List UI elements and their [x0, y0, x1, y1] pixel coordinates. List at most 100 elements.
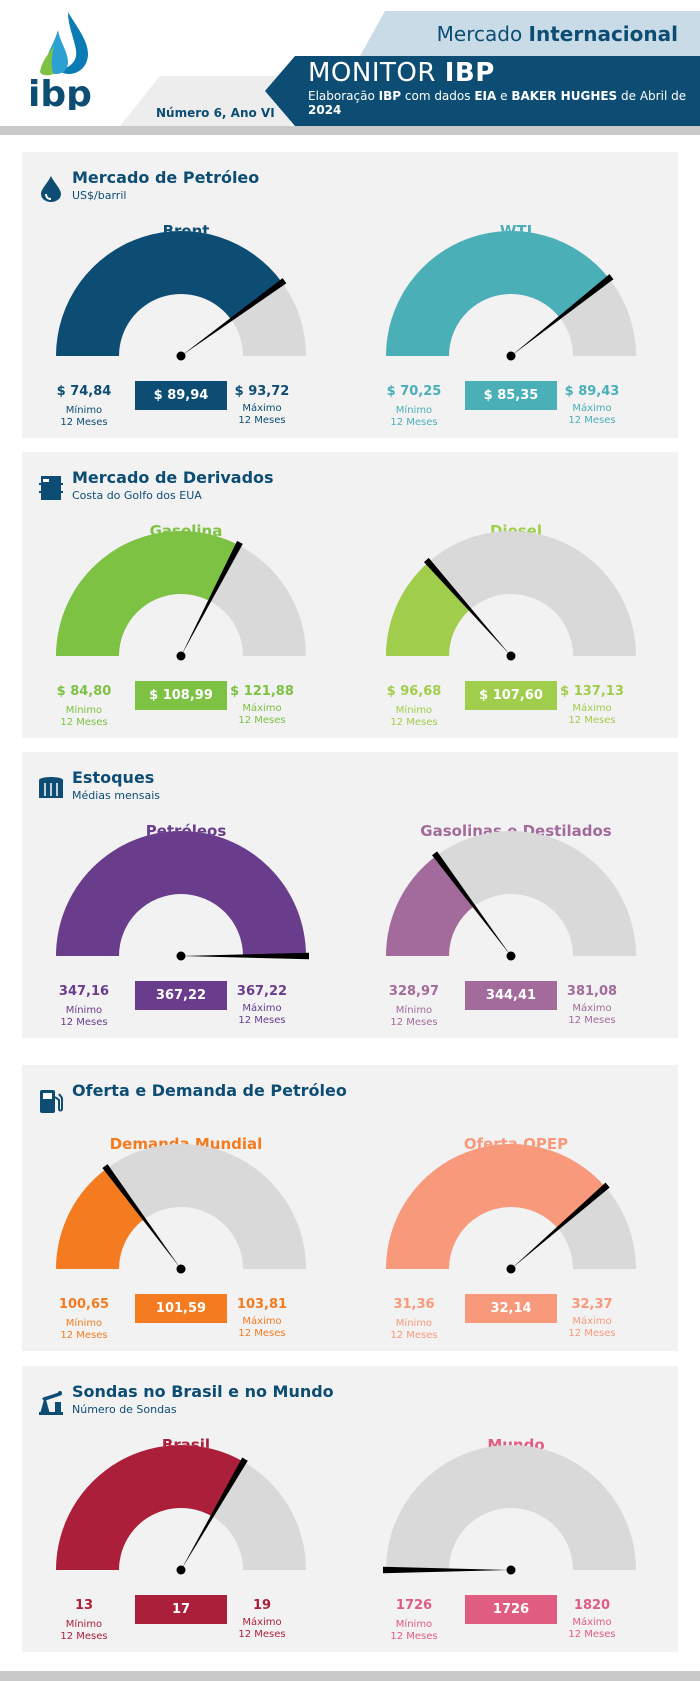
- gauge-current-value: 367,22: [135, 981, 227, 1010]
- gauge-needle: [181, 278, 287, 356]
- gauge-min-caption: Mínimo 12 Meses: [29, 405, 139, 429]
- min-period-text: 12 Meses: [390, 1330, 438, 1341]
- gauge-hub: [176, 1264, 186, 1274]
- gauge-max-caption: Máximo 12 Meses: [207, 1003, 317, 1027]
- gauge-diesel: DieselUS$/Barril$ 107,60$ 96,68$ 137,13M…: [352, 518, 680, 738]
- gauge-track: [386, 1445, 636, 1570]
- gauge-needle: [511, 1182, 610, 1269]
- gauge-max-caption: Máximo 12 Meses: [207, 703, 317, 727]
- gauge-min-caption: Mínimo 12 Meses: [29, 1619, 139, 1643]
- gauge-hub: [506, 951, 516, 961]
- min-period-text: 12 Meses: [60, 1631, 108, 1642]
- header-subtitle: Elaboração IBP com dados EIA e BAKER HUG…: [308, 89, 688, 117]
- gauge-min-caption: Mínimo 12 Meses: [359, 1619, 469, 1643]
- max-caption-text: Máximo: [242, 403, 282, 414]
- section-subtitle: Costa do Golfo dos EUA: [72, 489, 202, 502]
- gauge-min-caption: Mínimo 12 Meses: [359, 1005, 469, 1029]
- gauge-max-caption: Máximo 12 Meses: [537, 703, 647, 727]
- gauge-needle: [423, 557, 511, 656]
- sub-6: BAKER HUGHES: [511, 89, 618, 103]
- gauge-max-value: 103,81: [236, 1297, 288, 1312]
- gauge-wti: WTI $ 85,35 $ 70,25 $ 89,43 Mínimo 12 Meses Má…: [352, 218, 680, 438]
- section-0: Mercado de Petróleo US$/barril Brent $ 89,9…: [22, 152, 678, 438]
- footer-rule: [0, 1671, 700, 1681]
- gauge-current-value: 32,14: [465, 1294, 557, 1323]
- max-caption-text: Máximo: [242, 1003, 282, 1014]
- max-caption-text: Máximo: [572, 1003, 612, 1014]
- gauge-min-value: $ 70,25: [386, 384, 442, 399]
- max-period-text: 12 Meses: [568, 715, 616, 726]
- gauge-petróleos: PetróleosMilhões de barris367,22347,1636…: [22, 818, 350, 1038]
- section-subtitle: US$/barril: [72, 189, 127, 202]
- tank-icon: [38, 774, 64, 802]
- market-prefix: Mercado: [436, 22, 523, 46]
- max-period-text: 12 Meses: [238, 1629, 286, 1640]
- edition-band: [120, 76, 290, 126]
- header-dark-band: [265, 56, 700, 126]
- min-caption-text: Mínimo: [395, 405, 433, 416]
- gauge-fill: [386, 562, 470, 656]
- gauge-fill: [56, 531, 239, 656]
- gauge-hub: [176, 351, 186, 361]
- gauge-max-caption: Máximo 12 Meses: [537, 403, 647, 427]
- min-caption-text: Mínimo: [65, 1619, 103, 1630]
- min-caption-text: Mínimo: [395, 1005, 433, 1016]
- fuel-pump-icon: [38, 1087, 64, 1115]
- gauge-needle: [181, 540, 243, 656]
- gauge-needle: [511, 274, 614, 356]
- market-bold: Internacional: [528, 22, 678, 46]
- header-rule: [0, 126, 700, 135]
- gauge-current-value: 101,59: [135, 1294, 227, 1323]
- gauge-max-value: 19: [252, 1598, 272, 1613]
- max-period-text: 12 Meses: [238, 1015, 286, 1026]
- section-3: Oferta e Demanda de Petróleo Demanda Mund…: [22, 1065, 678, 1351]
- gauge-chart: [386, 230, 636, 361]
- gauge-hub: [176, 651, 186, 661]
- min-period-text: 12 Meses: [60, 717, 108, 728]
- gauge-chart: [56, 531, 306, 661]
- gauge-min-value: $ 74,84: [56, 384, 112, 399]
- gauge-chart: [386, 531, 636, 661]
- section-title: Sondas no Brasil e no Mundo: [72, 1382, 334, 1401]
- max-period-text: 12 Meses: [238, 715, 286, 726]
- sub-2: IBP: [378, 89, 402, 103]
- header-market: Mercado Internacional: [437, 22, 678, 46]
- monitor-bold: IBP: [444, 58, 495, 88]
- section-4: Sondas no Brasil e no Mundo Número de Son…: [22, 1366, 678, 1652]
- header: ibp Mercado Internacional MONITOR IBP El…: [0, 0, 700, 140]
- gauge-brasil: Brasil 17 13 19 Mínimo 12 Meses Máximo 12 Meses: [22, 1432, 350, 1652]
- gauge-chart: [383, 1445, 636, 1575]
- gauge-max-value: 32,37: [571, 1297, 613, 1312]
- min-caption-text: Mínimo: [395, 1318, 433, 1329]
- min-period-text: 12 Meses: [60, 1017, 108, 1028]
- min-caption-text: Mínimo: [395, 1619, 433, 1630]
- gauge-fill: [56, 831, 306, 956]
- max-caption-text: Máximo: [242, 1316, 282, 1327]
- gauge-min-value: 347,16: [58, 984, 110, 999]
- section-subtitle: Número de Sondas: [72, 1403, 177, 1416]
- max-period-text: 12 Meses: [238, 1328, 286, 1339]
- sub-1: Elaboração: [308, 89, 375, 103]
- gauge-current-value: 17: [135, 1595, 227, 1624]
- sub-3: com dados: [404, 89, 471, 103]
- max-period-text: 12 Meses: [568, 1629, 616, 1640]
- gauge-max-value: 1820: [573, 1598, 611, 1613]
- barrel-icon: [38, 474, 64, 502]
- gauge-needle: [383, 1566, 511, 1574]
- gauge-chart: [56, 1445, 306, 1575]
- monitor-prefix: MONITOR: [308, 58, 436, 88]
- gauge-chart: [386, 1144, 636, 1274]
- gauge-gasolinas-e-destilados: Gasolinas e DestiladosMilhões de barris3…: [352, 818, 680, 1038]
- gauge-fill: [56, 1168, 145, 1269]
- gauge-hub: [506, 1565, 516, 1575]
- max-caption-text: Máximo: [242, 1617, 282, 1628]
- gauge-title: Gasolinas e Destilados: [420, 822, 612, 840]
- gauge-max-caption: Máximo 12 Meses: [207, 1617, 317, 1641]
- gauge-min-value: 31,36: [393, 1297, 435, 1312]
- gauge-min-caption: Mínimo 12 Meses: [29, 1318, 139, 1342]
- gauge-fill: [56, 1445, 244, 1570]
- header-monitor-title: MONITOR IBP: [308, 58, 495, 88]
- gauge-fill: [386, 230, 610, 356]
- gauge-current-value: 1726: [465, 1595, 557, 1624]
